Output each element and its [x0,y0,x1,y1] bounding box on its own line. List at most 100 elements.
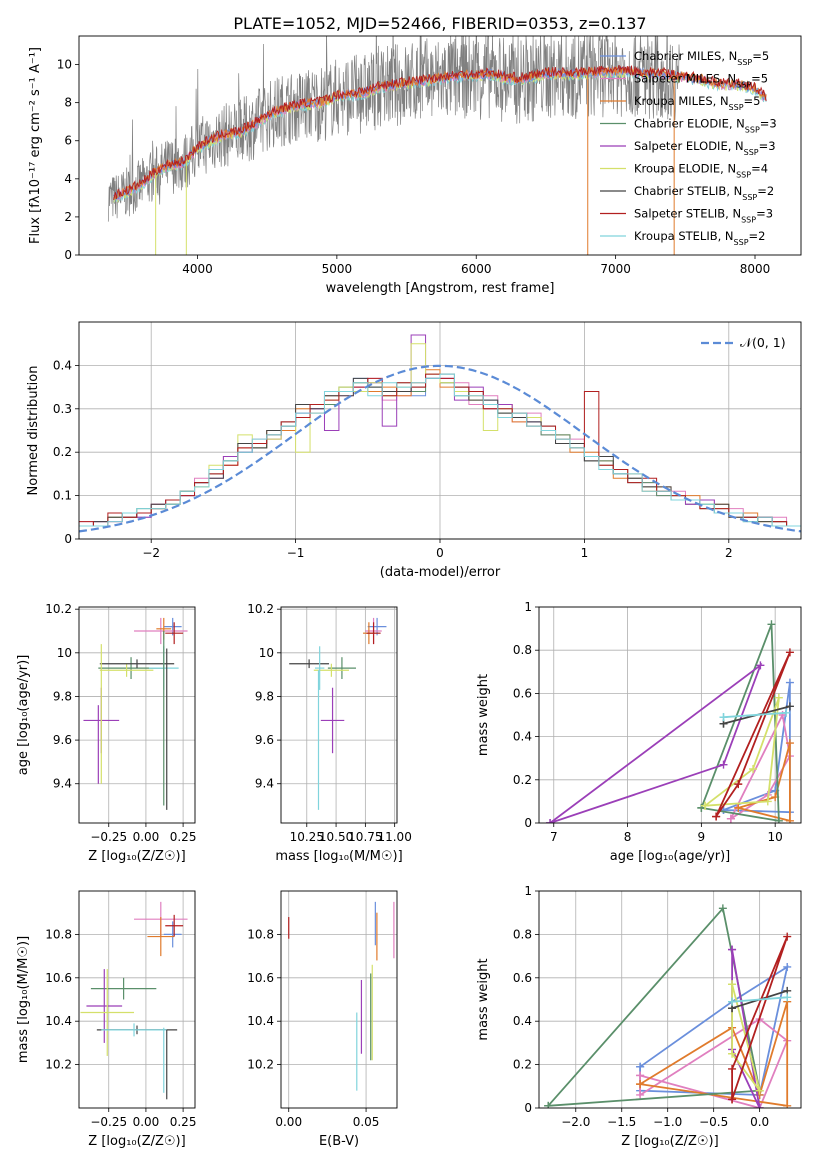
spectrum-xtick-label: 6000 [461,262,492,276]
weight_vs_Z-panel: −2.0 −1.5 −1.0 −0.5 0.0 0 0.2 0.4 0.6 0.8 1 Z [log₁… [476,884,802,1149]
weight_vs_Z-ytick-label: 0.4 [513,1014,532,1028]
spectrum-ytick-label: 8 [64,96,72,110]
errorbar-point-chabrier_miles [367,617,387,636]
weight_vs_age-xtick-label: 8 [624,830,632,844]
residuals-xtick-label: 2 [725,546,733,560]
weight-marker-salpeter_miles [726,814,735,823]
weight_vs_age-xtick-label: 9 [698,830,706,844]
residuals-ytick-label: 0.3 [53,402,72,416]
weight_vs_Z-ytick-label: 0.2 [513,1058,532,1072]
weight-line-salpeter_elodie [549,662,763,823]
weight-marker-kroupa_elodie [701,801,710,810]
weight-marker-salpeter_miles [636,1090,645,1099]
weight-marker-kroupa_elodie [749,765,758,773]
model-spectrum-salpeter_stelib [113,65,767,201]
weight_vs_Z-ytick-label: 0.8 [513,927,532,941]
weight-line-salpeter_stelib [731,936,789,1100]
mass_vs_Z-frame [78,890,196,1109]
residuals-xtick-label: −1 [287,546,305,560]
weight_vs_Z-xlabel: Z [log₁₀(Z/Z☉)] [621,1134,718,1149]
weight_vs_age-frame [538,606,802,824]
ebv-plot-area [288,901,395,1091]
age_vs_mass-xtick-label: 11.00 [377,830,411,844]
errorbar-point-salpeter_stelib [366,622,381,645]
residuals-ytick-label: 0.2 [53,445,72,459]
weight_vs_Z-xtick-label: −2.0 [561,1115,590,1129]
weight-marker-salpeter_stelib [712,812,721,821]
mass_vs_Z-xtick-label: 0.25 [170,1115,197,1129]
weight-marker-salpeter_elodie [719,760,728,769]
weight-marker-kroupa_stelib [728,997,737,1006]
weight-line-salpeter_stelib [715,652,791,818]
weight_vs_age-ylabel: mass weight [476,674,491,756]
spectrum-xtick-label: 7000 [600,262,631,276]
errorbar-point-salpeter_miles [134,617,188,645]
weight-marker-salpeter_stelib [728,1095,737,1104]
age_vs_Z-ticks: −0.25 0.00 0.25 9.4 9.6 9.8 10 10.2 [45,602,196,844]
weight-marker-salpeter_miles [636,1071,645,1080]
age_vs_mass-ytick-label: 10 [259,646,274,660]
ebv-xtick-label: 0.05 [353,1115,380,1129]
ebv-xtick-label: 0.00 [275,1115,302,1129]
mass_vs_Z-ylabel: mass [log₁₀(M/M☉)] [16,936,31,1063]
errorbar-point-salpeter_elodie [86,969,123,1043]
figure-title: PLATE=1052, MJD=52466, FIBERID=0353, z=0… [233,14,646,33]
errorbar-point-kroupa_stelib [101,1023,167,1037]
weight-marker-salpeter_stelib [783,932,792,941]
legend-label-salpeter_elodie: Salpeter ELODIE, NSSP=3 [634,139,776,157]
errorbar-point-salpeter_elodie [320,687,345,754]
age_vs_Z-ytick-label: 9.4 [53,777,72,791]
weight-marker-salpeter_elodie [546,819,555,823]
age_vs_mass-frame [280,606,398,824]
legend-label-kroupa_miles: Kroupa MILES, NSSP=5 [634,94,760,112]
mass_vs_Z-xtick-label: 0.00 [133,1115,160,1129]
weight_vs_Z-ylabel: mass weight [476,958,491,1040]
legend-label-chabrier_stelib: Chabrier STELIB, NSSP=2 [634,184,774,202]
weight_vs_Z-xtick-label: −1.0 [653,1115,682,1129]
mass_vs_Z-panel: −0.25 0.00 0.25 10.2 10.4 10.6 10.8 Z [log₁₀(Z/… [16,890,197,1149]
weight_vs_age-ytick-label: 0 [524,816,532,830]
weight-line-chabrier_miles [723,682,791,814]
weight_vs_age-ticks: 7 8 9 10 0 0.2 0.4 0.6 0.8 1 [513,600,783,844]
age_vs_Z-xtick-label: 0.25 [170,830,197,844]
legend-label-kroupa_elodie: Kroupa ELODIE, NSSP=4 [634,162,768,180]
spectrum-ytick-label: 10 [57,58,72,72]
age_vs_Z-ytick-label: 10 [57,646,72,660]
errorbar-point-chabrier_elodie [327,657,356,679]
weight-marker-kroupa_stelib [782,708,791,717]
ebv-grid [281,891,397,1108]
residuals-xlabel: (data-model)/error [380,565,501,580]
normal-legend-label: 𝒩(0, 1) [740,335,786,350]
errorbar-point-kroupa_stelib [314,646,325,690]
legend-label-chabrier_miles: Chabrier MILES, NSSP=5 [634,49,769,67]
weight-line-kroupa_miles [738,742,791,822]
age_vs_Z-ytick-label: 9.8 [53,689,72,703]
weight-marker-salpeter_elodie [755,1104,764,1108]
spectrum-xtick-label: 4000 [182,262,213,276]
normal-curve [79,364,801,533]
age_vs_mass-ytick-label: 9.8 [255,689,274,703]
weight_vs_Z-plot-area [544,904,792,1108]
weight_vs_Z-ticks: −2.0 −1.5 −1.0 −0.5 0.0 0 0.2 0.4 0.6 0.8 1 [513,884,769,1129]
weight-marker-kroupa_stelib [783,993,792,1002]
ebv-ticks: 0.00 0.05 10.2 10.4 10.6 10.8 [247,927,379,1129]
weight-marker-chabrier_elodie [718,904,727,913]
weight-marker-kroupa_miles [785,739,794,748]
weight-marker-kroupa_miles [785,816,794,823]
weight-marker-kroupa_miles [636,1080,645,1089]
age_vs_mass-ytick-label: 9.4 [255,777,274,791]
weight_vs_Z-ytick-label: 0.6 [513,971,532,985]
ebv-xlabel: E(B-V) [319,1134,359,1149]
spectrum-xlabel: wavelength [Angstrom, rest frame] [326,281,555,296]
age_vs_mass-xtick-label: 10.50 [319,830,353,844]
age_vs_mass-xtick-label: 10.75 [348,830,382,844]
weight-marker-kroupa_stelib [719,713,728,722]
errorbar-point-chabrier_miles [163,617,182,636]
spectrum-ytick-label: 0 [64,248,72,262]
weight_vs_age-ytick-label: 0.8 [513,643,532,657]
residuals-ytick-label: 0 [64,532,72,546]
weight_vs_Z-xtick-label: 0.0 [750,1115,769,1129]
residuals-panel: −2 −1 0 1 2 0 0.1 0.2 0.3 0.4 (data-model)/error No… [26,321,802,580]
